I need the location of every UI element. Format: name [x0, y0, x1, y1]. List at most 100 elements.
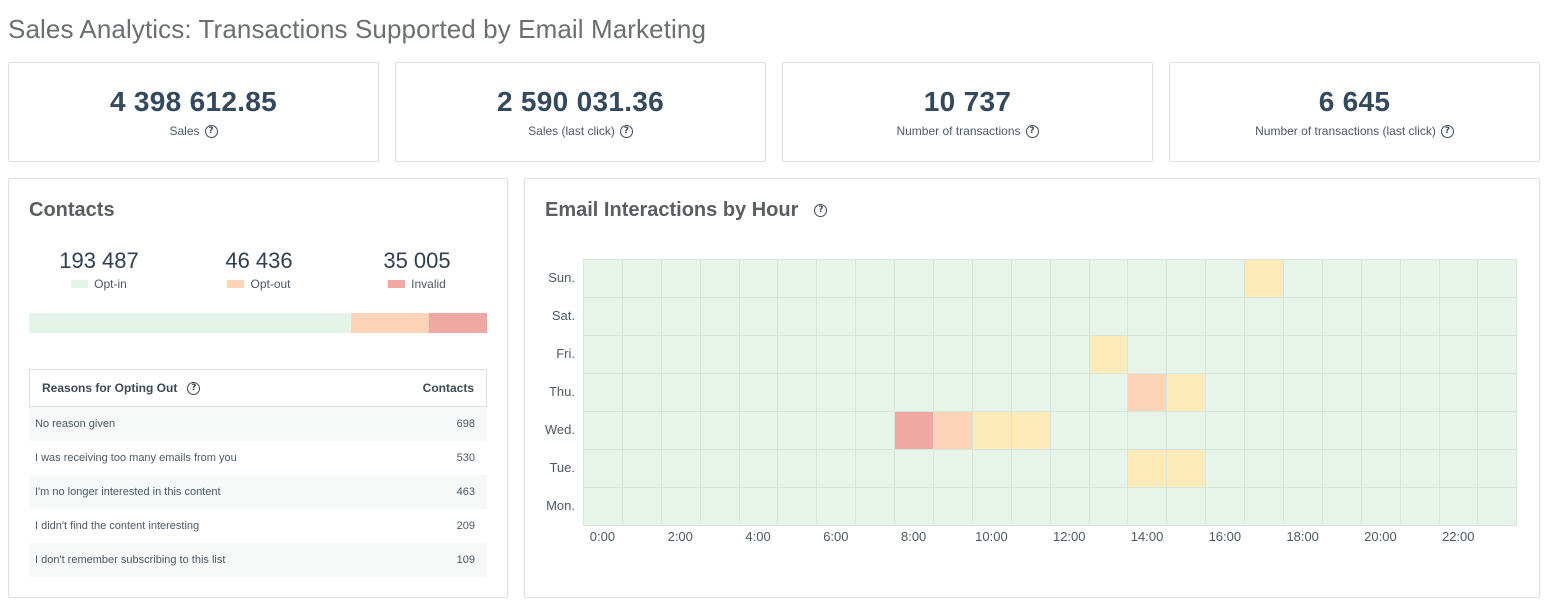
heatmap-cell[interactable]	[1439, 488, 1479, 526]
heatmap-cell[interactable]	[1128, 488, 1168, 526]
heatmap-cell[interactable]	[895, 260, 935, 298]
heatmap-cell[interactable]	[1206, 336, 1246, 374]
heatmap-cell[interactable]	[1206, 374, 1246, 412]
heatmap-cell[interactable]	[1245, 374, 1285, 412]
heatmap-cell[interactable]	[1361, 374, 1401, 412]
heatmap-cell[interactable]	[856, 450, 896, 488]
reasons-column-header[interactable]: Reasons for Opting Out	[42, 381, 178, 395]
heatmap-cell[interactable]	[817, 450, 857, 488]
heatmap-cell[interactable]	[661, 412, 701, 450]
heatmap-cell[interactable]	[934, 298, 973, 336]
heatmap-cell[interactable]	[778, 298, 818, 336]
heatmap-cell[interactable]	[1011, 298, 1051, 336]
optout-bar-segment[interactable]	[351, 313, 429, 333]
heatmap-cell[interactable]	[1361, 260, 1401, 298]
heatmap-cell[interactable]	[1245, 412, 1285, 450]
heatmap-cell[interactable]	[1439, 260, 1479, 298]
heatmap-cell[interactable]	[1167, 374, 1207, 412]
help-icon[interactable]: ?	[619, 124, 633, 138]
heatmap-cell[interactable]	[1128, 412, 1168, 450]
heatmap-cell[interactable]	[1167, 260, 1207, 298]
heatmap-cell[interactable]	[1478, 374, 1518, 412]
heatmap-cell[interactable]	[1089, 298, 1129, 336]
heatmap-cell[interactable]	[661, 450, 701, 488]
heatmap-cell[interactable]	[1361, 488, 1401, 526]
heatmap-cell[interactable]	[1284, 488, 1323, 526]
heatmap-cell[interactable]	[700, 298, 740, 336]
heatmap-cell[interactable]	[1322, 298, 1362, 336]
heatmap-cell[interactable]	[739, 260, 779, 298]
optin-bar-segment[interactable]	[29, 313, 352, 333]
heatmap-cell[interactable]	[1361, 412, 1401, 450]
heatmap-cell[interactable]	[584, 488, 623, 526]
heatmap-cell[interactable]	[817, 298, 857, 336]
heatmap-cell[interactable]	[1284, 412, 1323, 450]
heatmap-cell[interactable]	[700, 450, 740, 488]
heatmap-cell[interactable]	[778, 374, 818, 412]
heatmap-cell[interactable]	[1245, 488, 1285, 526]
heatmap-cell[interactable]	[1206, 450, 1246, 488]
heatmap-cell[interactable]	[1050, 374, 1090, 412]
heatmap-cell[interactable]	[1128, 450, 1168, 488]
heatmap-cell[interactable]	[972, 488, 1012, 526]
heatmap-cell[interactable]	[1322, 412, 1362, 450]
heatmap-cell[interactable]	[584, 260, 623, 298]
heatmap-cell[interactable]	[1361, 298, 1401, 336]
heatmap-cell[interactable]	[584, 412, 623, 450]
heatmap-cell[interactable]	[1439, 336, 1479, 374]
heatmap-cell[interactable]	[1478, 260, 1518, 298]
heatmap-cell[interactable]	[1128, 260, 1168, 298]
heatmap-cell[interactable]	[1400, 412, 1440, 450]
heatmap-cell[interactable]	[1089, 374, 1129, 412]
heatmap-cell[interactable]	[972, 298, 1012, 336]
heatmap-cell[interactable]	[739, 298, 779, 336]
heatmap-cell[interactable]	[1400, 450, 1440, 488]
heatmap-cell[interactable]	[1284, 450, 1323, 488]
heatmap-cell[interactable]	[622, 260, 662, 298]
heatmap-cell[interactable]	[856, 260, 896, 298]
heatmap-cell[interactable]	[972, 336, 1012, 374]
heatmap-cell[interactable]	[817, 374, 857, 412]
heatmap-cell[interactable]	[1089, 336, 1129, 374]
heatmap-cell[interactable]	[622, 412, 662, 450]
heatmap-cell[interactable]	[700, 412, 740, 450]
heatmap-cell[interactable]	[739, 412, 779, 450]
heatmap-cell[interactable]	[895, 374, 935, 412]
heatmap-cell[interactable]	[1361, 450, 1401, 488]
heatmap-cell[interactable]	[700, 488, 740, 526]
heatmap-cell[interactable]	[584, 298, 623, 336]
heatmap-cell[interactable]	[778, 450, 818, 488]
heatmap-cell[interactable]	[934, 260, 973, 298]
heatmap-cell[interactable]	[972, 450, 1012, 488]
heatmap-cell[interactable]	[1478, 412, 1518, 450]
heatmap-cell[interactable]	[1322, 336, 1362, 374]
heatmap-cell[interactable]	[856, 374, 896, 412]
heatmap-cell[interactable]	[1478, 336, 1518, 374]
heatmap-cell[interactable]	[1400, 374, 1440, 412]
heatmap-cell[interactable]	[661, 260, 701, 298]
heatmap-cell[interactable]	[1400, 260, 1440, 298]
heatmap-cell[interactable]	[856, 412, 896, 450]
heatmap-cell[interactable]	[817, 488, 857, 526]
heatmap-cell[interactable]	[622, 298, 662, 336]
heatmap-cell[interactable]	[661, 336, 701, 374]
heatmap-cell[interactable]	[895, 298, 935, 336]
heatmap-cell[interactable]	[1128, 298, 1168, 336]
heatmap-cell[interactable]	[1011, 336, 1051, 374]
heatmap-cell[interactable]	[1206, 298, 1246, 336]
heatmap-cell[interactable]	[1284, 298, 1323, 336]
heatmap-cell[interactable]	[1167, 450, 1207, 488]
heatmap-cell[interactable]	[817, 260, 857, 298]
heatmap-cell[interactable]	[1245, 298, 1285, 336]
heatmap-cell[interactable]	[1089, 412, 1129, 450]
heatmap-cell[interactable]	[934, 374, 973, 412]
heatmap-cell[interactable]	[934, 412, 973, 450]
heatmap-cell[interactable]	[1478, 298, 1518, 336]
heatmap-cell[interactable]	[584, 336, 623, 374]
heatmap-cell[interactable]	[856, 336, 896, 374]
heatmap-cell[interactable]	[1322, 450, 1362, 488]
heatmap-cell[interactable]	[739, 336, 779, 374]
heatmap-cell[interactable]	[972, 260, 1012, 298]
help-icon[interactable]: ?	[204, 124, 218, 138]
heatmap-cell[interactable]	[1245, 450, 1285, 488]
